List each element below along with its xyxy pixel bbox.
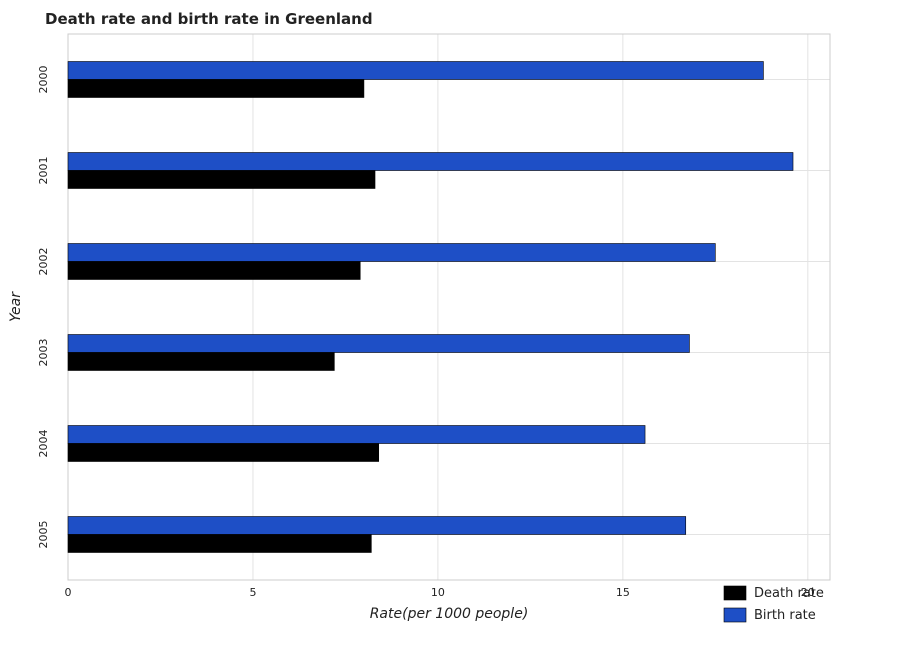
bars-layer bbox=[67, 61, 794, 553]
y-tick-label: 2001 bbox=[37, 157, 50, 185]
x-tick-label: 15 bbox=[616, 586, 630, 599]
bar-birth-rate-2002 bbox=[67, 243, 716, 262]
legend-swatch bbox=[723, 607, 747, 623]
y-tick-label: 2005 bbox=[37, 521, 50, 549]
bar-birth-rate-2005 bbox=[67, 516, 687, 535]
bar-birth-rate-2003 bbox=[67, 334, 690, 353]
y-axis-label: Year bbox=[8, 291, 24, 322]
bar-birth-rate-2004 bbox=[67, 425, 646, 444]
bar-death-rate-2001 bbox=[67, 170, 376, 189]
chart-title: Death rate and birth rate in Greenland bbox=[45, 10, 373, 28]
bar-death-rate-2000 bbox=[67, 79, 365, 98]
x-tick-label: 0 bbox=[65, 586, 72, 599]
legend-label: Death rate bbox=[754, 586, 824, 601]
y-tick-label: 2000 bbox=[37, 66, 50, 94]
bar-death-rate-2004 bbox=[67, 443, 380, 462]
x-tick-label: 5 bbox=[249, 586, 256, 599]
tick-labels: 0 5 10 15 20 2000 2001 2002 2003 2004 2005 bbox=[37, 66, 815, 600]
x-tick-label: 10 bbox=[431, 586, 445, 599]
legend-label: Birth rate bbox=[754, 608, 816, 623]
bar-death-rate-2003 bbox=[67, 352, 335, 371]
bar-birth-rate-2000 bbox=[67, 61, 764, 80]
bar-birth-rate-2001 bbox=[67, 152, 794, 171]
plot-area bbox=[67, 33, 831, 581]
legend: Death rate Birth rate bbox=[723, 585, 824, 623]
bar-death-rate-2005 bbox=[67, 534, 372, 553]
y-tick-label: 2002 bbox=[37, 248, 50, 276]
bar-death-rate-2002 bbox=[67, 261, 361, 280]
y-tick-label: 2003 bbox=[37, 339, 50, 367]
x-axis-label: Rate(per 1000 people) bbox=[370, 606, 529, 622]
y-tick-label: 2004 bbox=[37, 430, 50, 458]
x-tick-label: 20 bbox=[801, 586, 815, 599]
legend-swatch bbox=[723, 585, 747, 601]
grid-lines bbox=[67, 34, 830, 580]
